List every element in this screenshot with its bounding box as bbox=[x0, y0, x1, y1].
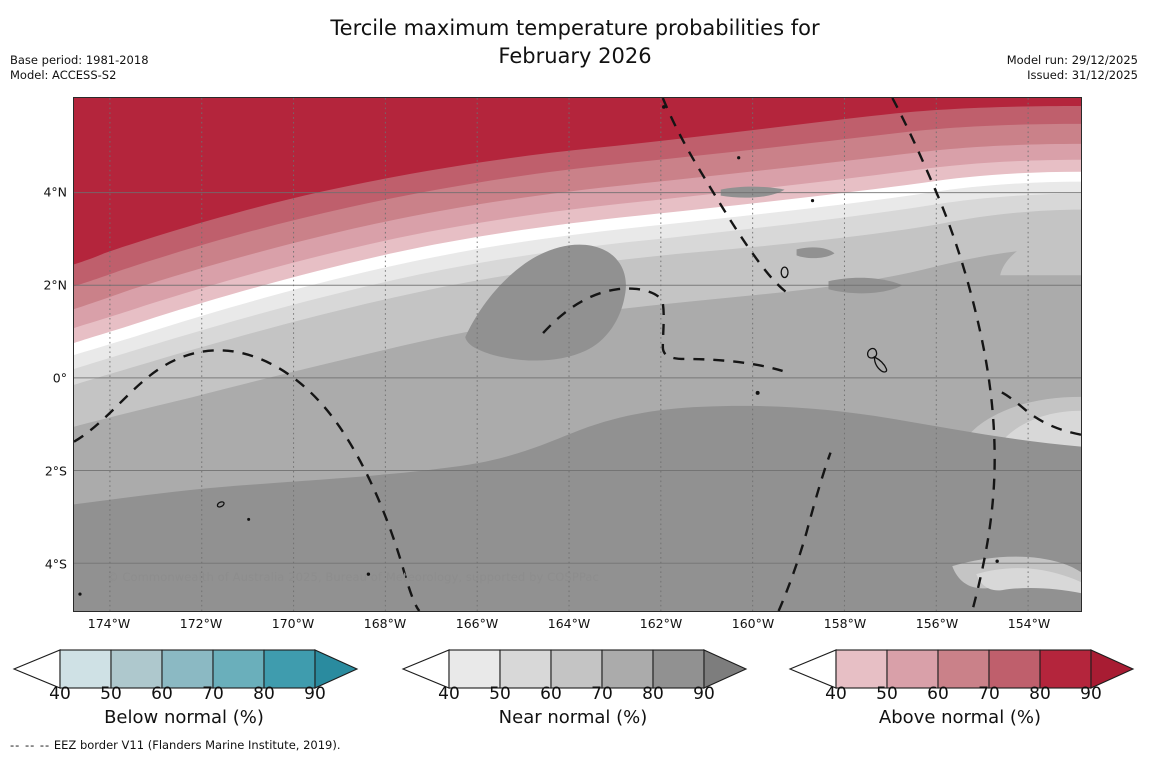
eez-dash-sample: -- -- -- bbox=[10, 738, 51, 752]
eez-border-line bbox=[74, 98, 1081, 611]
colorbar-title-near-normal: Near normal (%) bbox=[498, 707, 648, 728]
title-line-1: Tercile maximum temperature probabilitie… bbox=[330, 16, 820, 40]
colorbar-tick: 90 bbox=[304, 684, 326, 704]
x-tick-label: 172°W bbox=[179, 616, 223, 631]
map-plot-area[interactable]: © Commonwealth of Australia 2025, Bureau… bbox=[73, 97, 1082, 612]
model-label: Model: ACCESS-S2 bbox=[10, 68, 117, 82]
title-line-2: February 2026 bbox=[498, 44, 652, 68]
x-tick-label: 156°W bbox=[915, 616, 959, 631]
x-tick-label: 174°W bbox=[87, 616, 131, 631]
colorbar-tick: 70 bbox=[202, 684, 224, 704]
metadata-right: Model run: 29/12/2025 Issued: 31/12/2025 bbox=[1007, 53, 1138, 83]
island-dot bbox=[78, 105, 999, 596]
colorbar-near-normal-swatches bbox=[401, 649, 748, 689]
colorbar-above-normal[interactable]: 40 50 60 70 80 90 Above normal (%) bbox=[780, 648, 1140, 756]
metadata-left: Base period: 1981-2018 Model: ACCESS-S2 bbox=[10, 53, 149, 83]
map-copyright: © Commonwealth of Australia 2025, Bureau… bbox=[107, 570, 599, 584]
map-panel[interactable]: © Commonwealth of Australia 2025, Bureau… bbox=[43, 97, 1082, 631]
y-tick-label: 0° bbox=[52, 370, 67, 386]
x-tick-label: 170°W bbox=[271, 616, 315, 631]
probability-contour-map bbox=[74, 98, 1081, 611]
colorbar-tick: 60 bbox=[927, 684, 949, 704]
colorbar-title-above-normal: Above normal (%) bbox=[878, 707, 1042, 728]
colorbar-tick: 50 bbox=[489, 684, 511, 704]
colorbar-below-normal-swatches bbox=[12, 649, 359, 689]
colorbar-tick: 40 bbox=[825, 684, 847, 704]
colorbar-tick: 70 bbox=[978, 684, 1000, 704]
base-period-label: Base period: 1981-2018 bbox=[10, 53, 149, 67]
colorbar-near-normal[interactable]: 40 50 60 70 80 90 Near normal (%) bbox=[393, 648, 753, 756]
island-outline bbox=[216, 266, 888, 508]
model-run-label: Model run: 29/12/2025 bbox=[1006, 53, 1138, 67]
colorbar-tick: 60 bbox=[151, 684, 173, 704]
x-tick-label: 162°W bbox=[639, 616, 683, 631]
eez-legend: -- -- -- EEZ border V11 (Flanders Marine… bbox=[10, 738, 341, 752]
x-tick-label: 158°W bbox=[823, 616, 867, 631]
page-title: Tercile maximum temperature probabilitie… bbox=[0, 14, 1150, 70]
colorbar-tick: 80 bbox=[642, 684, 664, 704]
colorbar-tick: 50 bbox=[876, 684, 898, 704]
y-tick-label: 4°N bbox=[43, 184, 67, 200]
colorbar-tick: 80 bbox=[253, 684, 275, 704]
eez-legend-text: EEZ border V11 (Flanders Marine Institut… bbox=[53, 738, 341, 752]
colorbar-tick: 50 bbox=[100, 684, 122, 704]
x-tick-label: 160°W bbox=[731, 616, 775, 631]
x-tick-label: 154°W bbox=[1007, 616, 1051, 631]
colorbar-tick: 60 bbox=[540, 684, 562, 704]
colorbar-tick: 90 bbox=[1080, 684, 1102, 704]
colorbar-tick: 70 bbox=[591, 684, 613, 704]
y-tick-label: 2°S bbox=[44, 463, 67, 479]
colorbar-tick: 90 bbox=[693, 684, 715, 704]
issued-label: Issued: 31/12/2025 bbox=[1027, 68, 1138, 82]
y-tick-label: 4°S bbox=[44, 556, 67, 572]
colorbar-below-normal[interactable]: 40 50 60 70 80 90 Below normal (%) bbox=[4, 648, 364, 756]
colorbar-tick: 80 bbox=[1029, 684, 1051, 704]
colorbar-above-normal-swatches bbox=[788, 649, 1135, 689]
colorbar-tick: 40 bbox=[438, 684, 460, 704]
x-tick-label: 164°W bbox=[547, 616, 591, 631]
colorbar-title-below-normal: Below normal (%) bbox=[104, 707, 264, 728]
y-tick-label: 2°N bbox=[43, 277, 67, 293]
colorbar-tick: 40 bbox=[49, 684, 71, 704]
x-tick-label: 168°W bbox=[363, 616, 407, 631]
x-tick-label: 166°W bbox=[455, 616, 499, 631]
